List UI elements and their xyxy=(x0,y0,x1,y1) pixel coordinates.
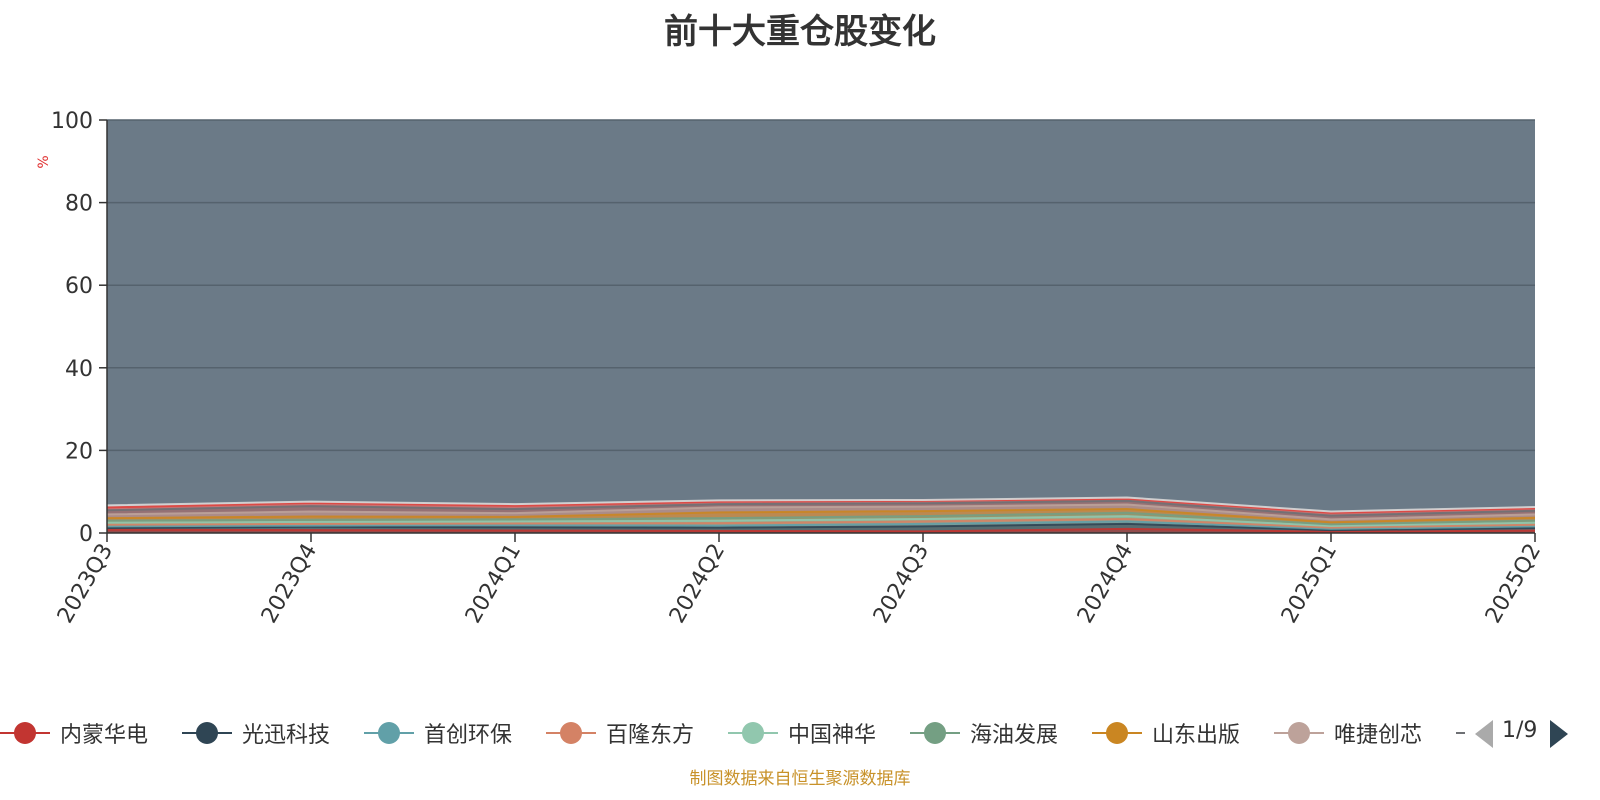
series-line xyxy=(106,496,1536,513)
x-tick-label: 2025Q1 xyxy=(1277,540,1342,628)
series-line xyxy=(106,499,1536,517)
x-tick-label: 2023Q3 xyxy=(53,540,118,628)
series-line xyxy=(106,527,1536,533)
x-tick-label: 2024Q2 xyxy=(665,540,730,628)
y-tick-label: 20 xyxy=(65,439,93,464)
legend-label: 海油发展 xyxy=(970,723,1059,748)
legend-label: 首创环保 xyxy=(424,723,513,748)
legend-prev-page-icon[interactable] xyxy=(1475,720,1493,748)
source-note: 制图数据来自恒生聚源数据库 xyxy=(689,769,911,789)
y-axis-unit: % xyxy=(36,155,52,168)
series-line xyxy=(106,522,1536,532)
legend-next-page-icon[interactable] xyxy=(1550,720,1568,748)
legend-marker-icon xyxy=(728,716,778,750)
legend-item[interactable]: 光迅科技 xyxy=(182,716,330,750)
legend-marker-icon xyxy=(182,716,232,750)
legend-marker-icon xyxy=(1274,716,1324,750)
legend-item[interactable]: 百隆东方 xyxy=(546,716,694,750)
y-tick-label: 80 xyxy=(65,192,93,217)
legend-label: 山东出版 xyxy=(1152,723,1241,748)
chart-legend: 内蒙华电 光迅科技 首创环保 百隆东方 中国神华 海油发展 山东出版 唯捷创芯 中 xyxy=(0,716,1465,750)
chart-plot: 0 20 40 60 80 100% 2023Q3 2023Q4 2024Q1 2024Q2 202… xyxy=(36,109,1546,628)
legend-marker-icon xyxy=(1456,716,1465,750)
legend-label: 光迅科技 xyxy=(242,723,331,748)
legend-marker-icon xyxy=(0,716,50,750)
legend-marker-icon xyxy=(1092,716,1142,750)
series-line xyxy=(106,520,1536,530)
legend-page-indicator: 1/9 xyxy=(1502,718,1538,743)
legend-item[interactable]: 内蒙华电 xyxy=(0,716,148,750)
legend-marker-icon xyxy=(546,716,596,750)
series-line xyxy=(106,497,1536,514)
y-tick-label: 100 xyxy=(51,109,93,134)
legend-item[interactable]: 首创环保 xyxy=(364,716,512,750)
y-tick-label: 40 xyxy=(65,357,93,382)
chart-title: 前十大重仓股变化 xyxy=(664,12,936,52)
plot-background xyxy=(107,120,1535,533)
legend-label: 中国神华 xyxy=(788,723,877,748)
x-tick-label: 2024Q4 xyxy=(1073,540,1138,628)
series-line xyxy=(106,515,1536,527)
series-line xyxy=(106,503,1536,521)
legend-item[interactable]: 山东出版 xyxy=(1092,716,1240,750)
legend-pager: 1/9 xyxy=(1470,716,1600,750)
x-tick-label: 2023Q4 xyxy=(257,540,322,628)
legend-label: 唯捷创芯 xyxy=(1334,723,1423,748)
legend-item[interactable]: 海油发展 xyxy=(910,716,1058,750)
series-line xyxy=(106,508,1536,524)
series-line xyxy=(106,517,1536,529)
series-line xyxy=(106,511,1536,526)
legend-item[interactable]: 中 xyxy=(1456,716,1465,750)
legend-label: 内蒙华电 xyxy=(60,723,149,748)
legend-item[interactable]: 中国神华 xyxy=(728,716,876,750)
y-tick-label: 0 xyxy=(79,522,93,547)
x-tick-label: 2024Q1 xyxy=(461,540,526,628)
legend-marker-icon xyxy=(910,716,960,750)
x-tick-label: 2025Q2 xyxy=(1481,540,1546,628)
y-tick-label: 60 xyxy=(65,274,93,299)
legend-label: 百隆东方 xyxy=(606,723,695,748)
legend-item[interactable]: 唯捷创芯 xyxy=(1274,716,1422,750)
x-tick-label: 2024Q3 xyxy=(869,540,934,628)
legend-marker-icon xyxy=(364,716,414,750)
